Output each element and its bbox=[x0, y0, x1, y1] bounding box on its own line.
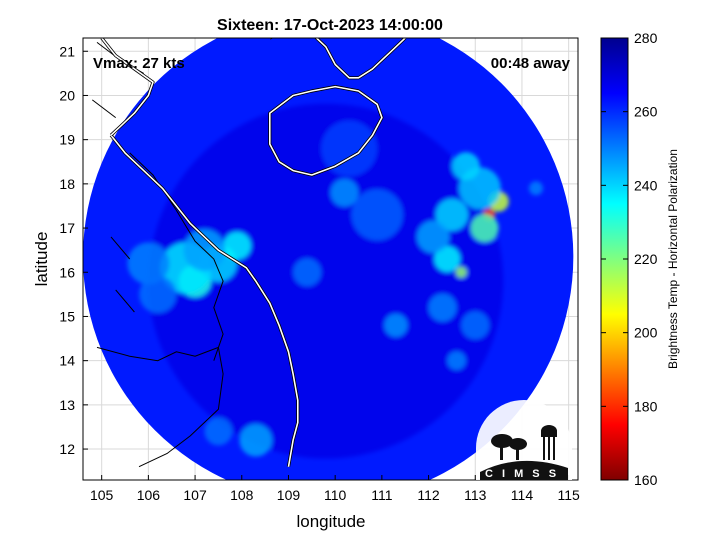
y-axis: 12 13 14 15 16 17 18 19 20 21 bbox=[59, 43, 88, 457]
bt-feature bbox=[435, 198, 469, 232]
brightness-features bbox=[127, 103, 543, 459]
border-line bbox=[110, 236, 131, 260]
x-tick-label: 113 bbox=[464, 487, 487, 503]
y-tick-label: 18 bbox=[59, 176, 75, 192]
colorbar-tick-label: 280 bbox=[634, 30, 658, 46]
x-tick-label: 115 bbox=[557, 487, 580, 503]
x-tick-label: 106 bbox=[137, 487, 161, 503]
chart-title: Sixteen: 17-Oct-2023 14:00:00 bbox=[217, 17, 443, 34]
border-line bbox=[91, 99, 117, 118]
x-tick-label: 114 bbox=[511, 487, 534, 503]
logo-text: C I M S S bbox=[485, 468, 559, 480]
y-tick-label: 20 bbox=[59, 87, 75, 103]
bt-feature bbox=[223, 231, 252, 260]
bt-feature bbox=[330, 178, 359, 207]
colorbar-tick-label: 180 bbox=[634, 398, 658, 414]
bt-feature bbox=[434, 245, 461, 273]
colorbar-label: Brightness Temp - Horizontal Polarizatio… bbox=[666, 149, 680, 369]
x-tick-label: 108 bbox=[230, 487, 254, 503]
x-tick-label: 109 bbox=[277, 487, 301, 503]
bt-feature bbox=[293, 258, 322, 287]
x-tick-label: 105 bbox=[90, 487, 114, 503]
bt-feature bbox=[239, 423, 273, 457]
colorbar-tick-label: 160 bbox=[634, 472, 658, 488]
bt-feature bbox=[204, 417, 233, 446]
time-away-annotation: 00:48 away bbox=[491, 55, 571, 72]
vmax-annotation: Vmax: 27 kts bbox=[93, 55, 185, 72]
y-tick-label: 17 bbox=[59, 220, 75, 236]
bt-feature bbox=[528, 181, 543, 196]
coastline bbox=[269, 38, 406, 79]
border-line bbox=[96, 346, 219, 362]
y-axis-label: latitude bbox=[32, 232, 51, 287]
logo-dish-icon bbox=[491, 434, 527, 460]
colorbar-ticks: 160 180 200 220 240 260 280 bbox=[601, 30, 658, 488]
y-tick-label: 12 bbox=[59, 441, 75, 457]
x-tick-label: 111 bbox=[371, 487, 392, 503]
cimss-logo: C I M S S bbox=[476, 400, 572, 480]
bt-feature bbox=[455, 266, 467, 278]
y-tick-label: 19 bbox=[59, 132, 75, 148]
y-tick-label: 13 bbox=[59, 397, 75, 413]
bt-feature bbox=[428, 293, 457, 322]
x-axis-label: longitude bbox=[296, 512, 365, 531]
coastlines bbox=[100, 38, 407, 467]
logo-ground bbox=[480, 460, 568, 480]
bt-feature bbox=[461, 311, 490, 340]
coastline bbox=[268, 85, 383, 176]
bt-feature bbox=[139, 275, 177, 314]
y-tick-label: 14 bbox=[59, 353, 75, 369]
bt-feature bbox=[470, 214, 499, 243]
colorbar-tick-label: 200 bbox=[634, 325, 658, 341]
logo-water-tower-icon bbox=[541, 425, 557, 460]
border-line bbox=[138, 347, 224, 468]
colorbar-tick-label: 260 bbox=[634, 104, 658, 120]
bt-feature bbox=[321, 120, 378, 177]
x-tick-label: 107 bbox=[183, 487, 207, 503]
plot-frame bbox=[82, 37, 579, 481]
y-tick-label: 16 bbox=[59, 264, 75, 280]
bt-feature bbox=[384, 313, 408, 337]
map-overlay bbox=[91, 38, 407, 468]
bt-feature bbox=[416, 220, 450, 254]
bt-feature bbox=[451, 152, 480, 181]
y-tick-label: 21 bbox=[59, 43, 75, 59]
x-tick-label: 112 bbox=[417, 487, 440, 503]
colorbar: 160 180 200 220 240 260 280 Brightness Temp - … bbox=[600, 30, 680, 488]
x-tick-label: 110 bbox=[324, 487, 347, 503]
bt-feature bbox=[127, 242, 170, 285]
x-axis: 105 106 107 108 109 110 111 112 113 114 115 bbox=[90, 475, 580, 503]
colorbar-tick-label: 240 bbox=[634, 177, 658, 193]
colorbar-tick-label: 220 bbox=[634, 251, 658, 267]
coastline bbox=[101, 38, 154, 136]
bt-feature bbox=[447, 351, 466, 370]
border-line bbox=[115, 289, 135, 313]
bt-feature bbox=[351, 189, 403, 241]
bt-feature bbox=[148, 103, 504, 459]
y-tick-label: 15 bbox=[59, 308, 75, 324]
coastline bbox=[110, 134, 299, 467]
